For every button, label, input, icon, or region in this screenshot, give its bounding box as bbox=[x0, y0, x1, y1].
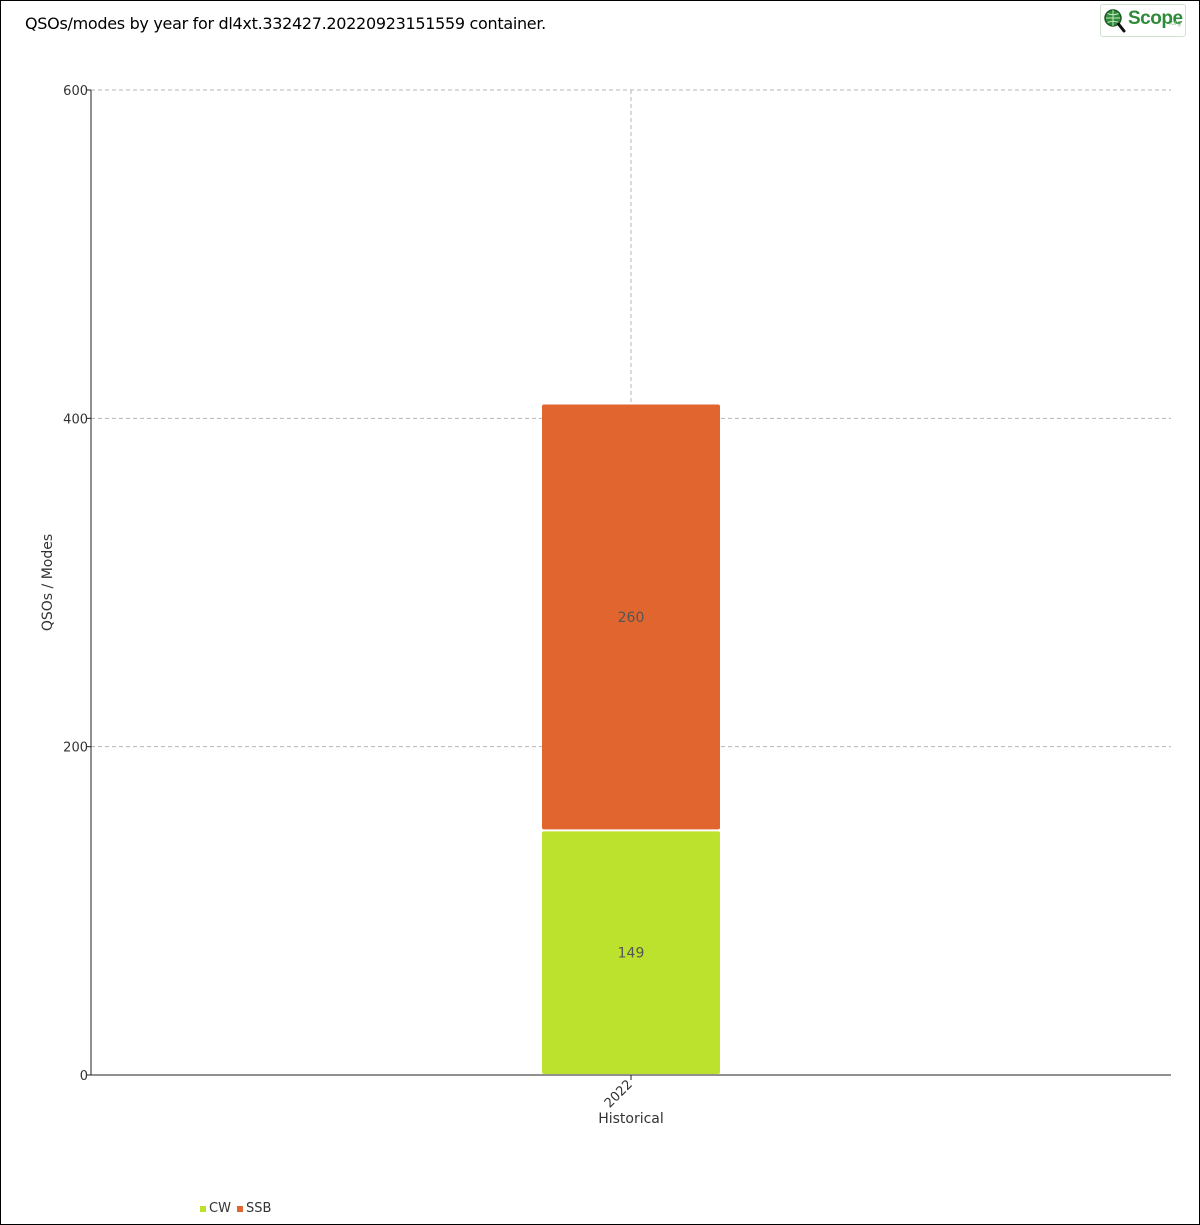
legend-label: CW bbox=[209, 1201, 231, 1216]
qscope-logo[interactable]: Scope .org bbox=[1100, 4, 1186, 37]
y-tick-label: 0 bbox=[80, 1069, 88, 1084]
data-label-cw: 149 bbox=[618, 946, 645, 962]
y-axis-title: QSOs / Modes bbox=[40, 534, 56, 631]
chart-title: QSOs/modes by year for dl4xt.332427.2022… bbox=[25, 14, 546, 33]
y-tick-label: 400 bbox=[63, 412, 88, 427]
data-label-ssb: 260 bbox=[618, 610, 645, 626]
bar-ssb bbox=[542, 404, 720, 830]
legend-label: SSB bbox=[245, 1201, 272, 1216]
x-tick-label: 2022 bbox=[602, 1077, 636, 1111]
globe-magnifier-icon bbox=[1104, 9, 1126, 33]
logo-text: Scope bbox=[1128, 8, 1183, 29]
legend-item-ssb[interactable]: SSB bbox=[236, 1201, 272, 1216]
bar-cw bbox=[542, 831, 720, 1074]
legend-swatch bbox=[200, 1205, 206, 1212]
y-tick-label: 200 bbox=[63, 741, 88, 756]
logo-suffix: .org bbox=[1169, 20, 1182, 27]
legend-item-cw[interactable]: CW bbox=[200, 1201, 231, 1216]
y-tick-label: 600 bbox=[63, 84, 88, 99]
legend-swatch bbox=[236, 1205, 243, 1212]
chart-legend: CW SSB bbox=[200, 1201, 271, 1216]
x-axis-title: Historical bbox=[598, 1111, 664, 1127]
